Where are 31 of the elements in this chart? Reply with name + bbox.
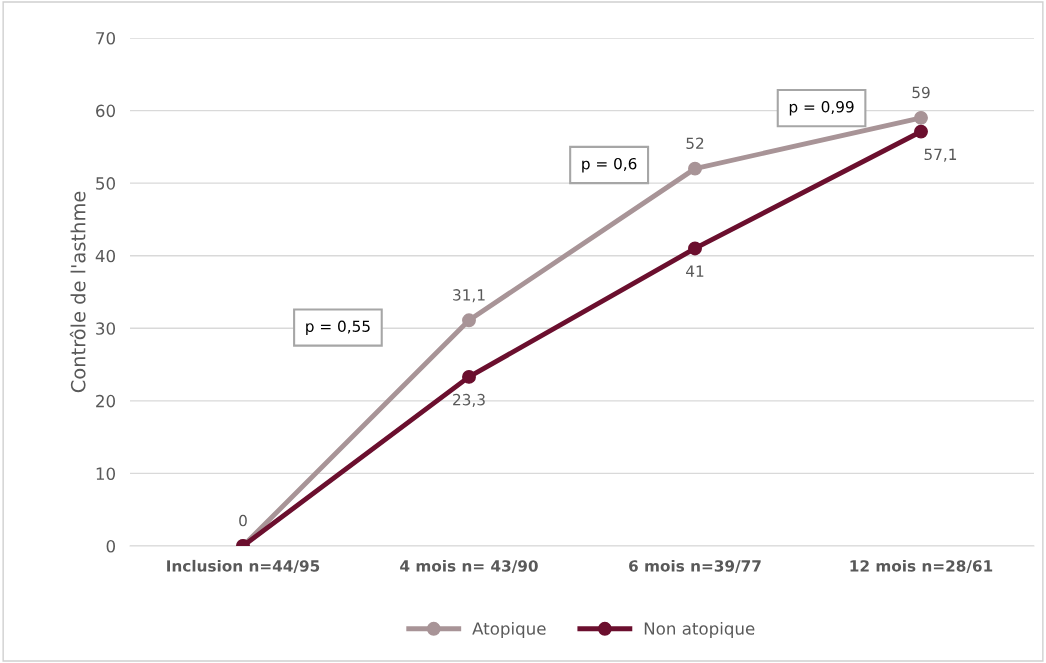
x-tick-label: 6 mois n=39/77 (629, 559, 761, 573)
y-tick-label: 0 (106, 539, 115, 553)
annotation: p = 0,6 (582, 157, 637, 173)
x-tick-label: 4 mois n= 43/90 (400, 559, 538, 573)
y-axis-title: Contrôle de l'asthme (69, 191, 86, 393)
point (688, 161, 702, 176)
x-tick-label: Inclusion n=44/95 (167, 559, 320, 573)
point (462, 313, 476, 328)
legend-label: Non atopique (644, 621, 755, 639)
point (688, 241, 702, 256)
point (914, 124, 928, 139)
data-label: 0 (239, 514, 247, 527)
data-label: 41 (686, 265, 704, 277)
data-label: 31,1 (453, 289, 485, 303)
point (462, 369, 476, 384)
legend-label: Atopique (472, 621, 546, 639)
y-tick-label: 30 (96, 322, 115, 335)
data-label: 59 (912, 86, 930, 99)
y-tick-label: 40 (95, 249, 115, 263)
data-label: 57,1 (924, 148, 957, 162)
y-tick-label: 20 (96, 394, 115, 408)
y-tick-label: 60 (96, 104, 115, 118)
point (914, 110, 928, 125)
data-label: 52 (686, 137, 704, 149)
annotation: p = 0,99 (789, 100, 854, 116)
y-tick-label: 10 (96, 467, 115, 480)
y-tick-label: 50 (96, 177, 115, 190)
data-label: 23,3 (453, 393, 485, 407)
annotation: p = 0,55 (306, 320, 370, 335)
y-tick-label: 70 (96, 31, 115, 45)
x-tick-label: 12 mois n=28/61 (850, 559, 993, 573)
